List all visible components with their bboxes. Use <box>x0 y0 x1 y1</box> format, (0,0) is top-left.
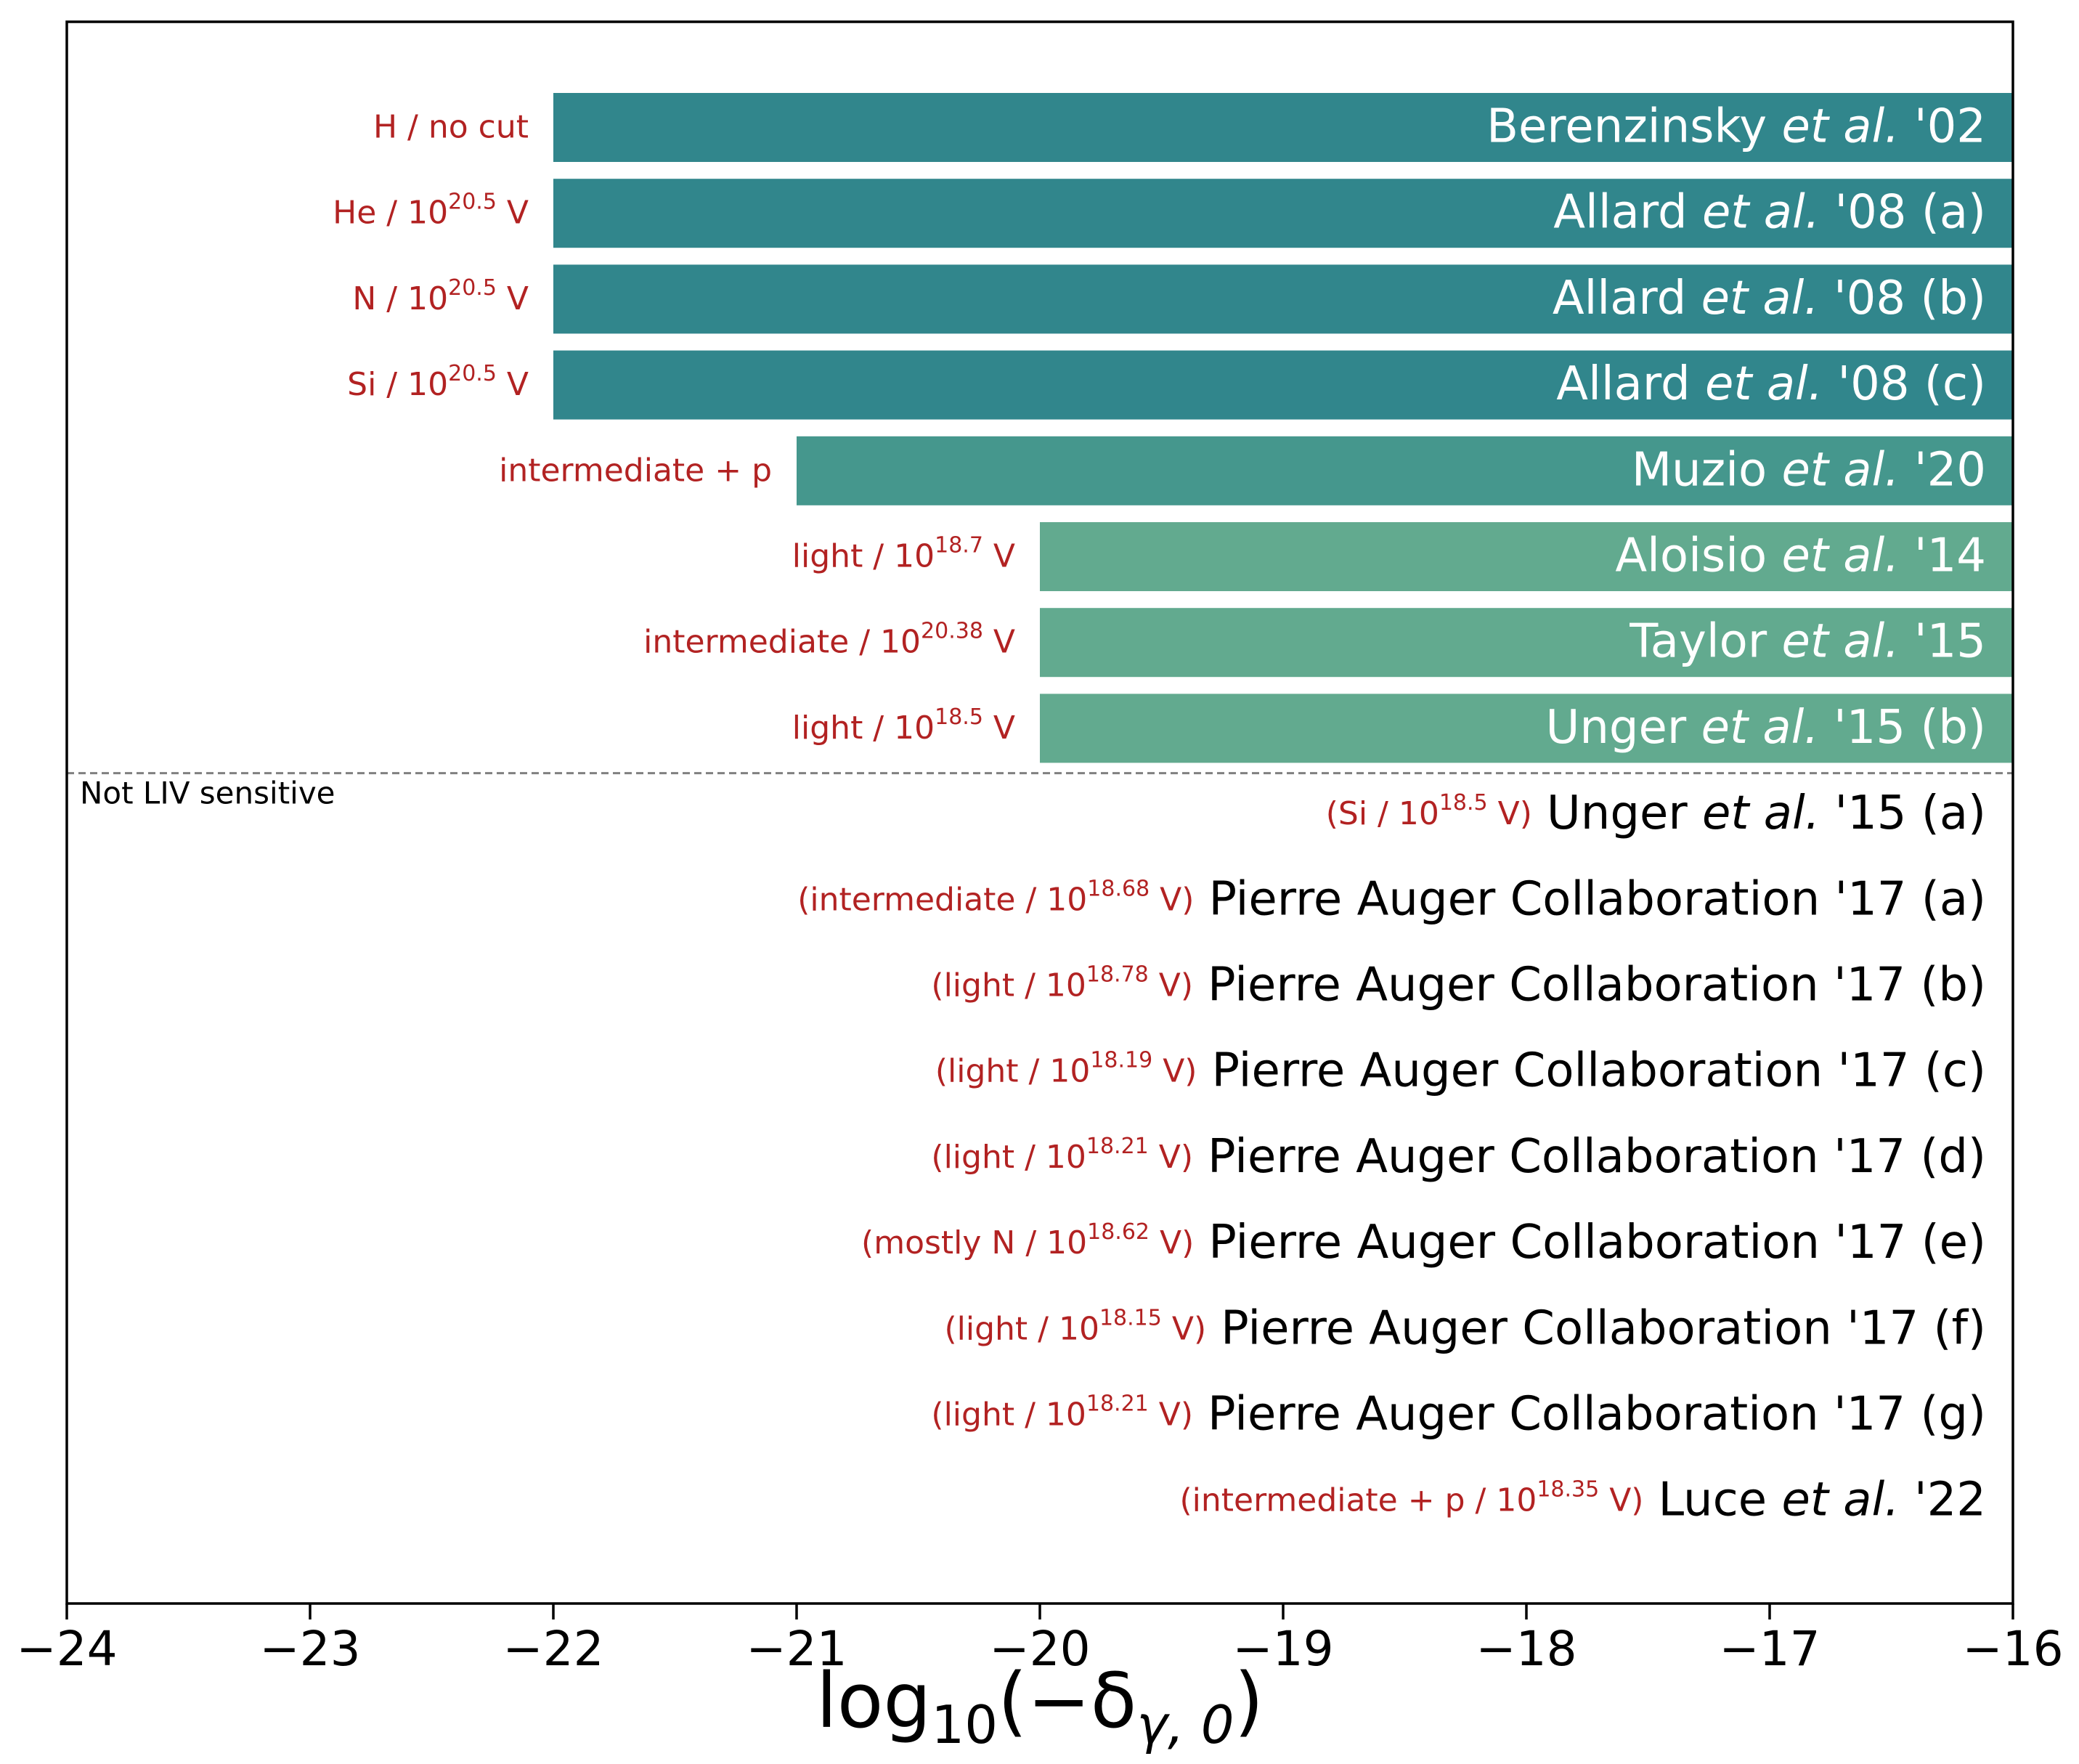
bar-annotation: (light / 1018.21 V) <box>931 1391 1193 1434</box>
bar-annotation: (intermediate / 1018.68 V) <box>797 876 1194 918</box>
bar-label: Unger et al. '15 (b) <box>1546 701 1987 755</box>
chart-row: Unger et al. '15 (a) (Si / 1018.5 V) <box>1326 787 1986 840</box>
chart-row: Pierre Auger Collaboration '17 (g) (light… <box>931 1388 1986 1442</box>
chart-row: Taylor et al. '15 intermediate / 1020.38 … <box>643 608 2013 678</box>
bar-label: Aloisio et al. '14 <box>1615 529 1986 583</box>
bar-label: Allard et al. '08 (c) <box>1556 357 1986 411</box>
chart-row: Unger et al. '15 (b) light / 1018.5 V <box>792 694 2013 763</box>
bar-label: Unger et al. '15 (a) <box>1547 787 1986 840</box>
bar-annotation: intermediate + p <box>499 452 772 489</box>
chart-row: Luce et al. '22 (intermediate + p / 1018.… <box>1179 1474 1986 1527</box>
bar-annotation: (light / 1018.19 V) <box>935 1048 1197 1090</box>
chart-row: Allard et al. '08 (a) He / 1020.5 V <box>333 179 2013 248</box>
chart-row: Berenzinsky et al. '02 H / no cut <box>373 93 2013 162</box>
bar <box>1040 694 2013 763</box>
chart-row: Pierre Auger Collaboration '17 (c) (light… <box>935 1044 1986 1098</box>
bar-annotation: (light / 1018.15 V) <box>945 1305 1207 1347</box>
chart-row: Muzio et al. '20 intermediate + p <box>499 436 2013 505</box>
bar-label: Pierre Auger Collaboration '17 (g) <box>1208 1388 1986 1442</box>
x-tick-label: −20 <box>989 1621 1090 1677</box>
x-tick-label: −17 <box>1719 1621 1820 1677</box>
bar <box>553 350 2013 420</box>
x-tick-label: −23 <box>259 1621 360 1677</box>
x-tick-label: −24 <box>16 1621 117 1677</box>
bar-label: Allard et al. '08 (a) <box>1553 186 1986 240</box>
bar-label: Pierre Auger Collaboration '17 (a) <box>1208 872 1986 926</box>
bar-label: Luce et al. '22 <box>1658 1474 1986 1527</box>
bar-annotation: He / 1020.5 V <box>333 190 529 232</box>
chart-row: Allard et al. '08 (b) N / 1020.5 V <box>352 264 2013 334</box>
separator-label: Not LIV sensitive <box>80 776 335 811</box>
chart-row: Pierre Auger Collaboration '17 (a) (inter… <box>797 872 1986 926</box>
chart-row: Pierre Auger Collaboration '17 (d) (light… <box>931 1130 1986 1184</box>
x-tick-label: −19 <box>1232 1621 1333 1677</box>
chart-row: Pierre Auger Collaboration '17 (e) (mostl… <box>861 1216 1986 1269</box>
chart-row: Aloisio et al. '14 light / 1018.7 V <box>792 522 2013 591</box>
bar-annotation: H / no cut <box>373 109 529 146</box>
bar-label: Taylor et al. '15 <box>1629 615 1986 669</box>
bar-annotation: intermediate / 1020.38 V <box>643 619 1015 661</box>
bar <box>797 436 2013 505</box>
bar-annotation: (intermediate + p / 1018.35 V) <box>1179 1477 1643 1519</box>
bar-annotation: light / 1018.7 V <box>792 533 1015 575</box>
bar <box>553 179 2013 248</box>
bar <box>553 93 2013 162</box>
bar-label: Muzio et al. '20 <box>1632 443 1986 497</box>
bar-annotation: (light / 1018.21 V) <box>931 1134 1193 1176</box>
x-tick-label: −22 <box>503 1621 603 1677</box>
bar-label: Pierre Auger Collaboration '17 (e) <box>1208 1216 1986 1269</box>
bar <box>1040 522 2013 591</box>
bar-label: Berenzinsky et al. '02 <box>1486 100 1986 154</box>
bar-label: Pierre Auger Collaboration '17 (d) <box>1208 1130 1986 1184</box>
bar-annotation: N / 1020.5 V <box>352 275 529 317</box>
bar-label: Pierre Auger Collaboration '17 (c) <box>1211 1044 1986 1098</box>
bar-label: Pierre Auger Collaboration '17 (b) <box>1208 959 1986 1012</box>
bar-annotation: (Si / 1018.5 V) <box>1326 790 1532 832</box>
x-tick-label: −18 <box>1476 1621 1576 1677</box>
chart-row: Pierre Auger Collaboration '17 (b) (light… <box>931 959 1986 1012</box>
bar-label: Pierre Auger Collaboration '17 (f) <box>1221 1301 1986 1355</box>
bar-label: Allard et al. '08 (b) <box>1553 272 1986 325</box>
bar-annotation: (light / 1018.78 V) <box>931 962 1193 1004</box>
x-axis-title: log10(−δγ, 0) <box>816 1657 1264 1755</box>
chart-row: Pierre Auger Collaboration '17 (f) (light… <box>945 1301 1987 1355</box>
bar <box>1040 608 2013 678</box>
bar-annotation: Si / 1020.5 V <box>347 361 529 403</box>
bar-annotation: (mostly N / 1018.62 V) <box>861 1219 1194 1261</box>
x-tick-label: −21 <box>746 1621 847 1677</box>
bar-annotation: light / 1018.5 V <box>792 704 1015 747</box>
x-tick-label: −16 <box>1962 1621 2063 1677</box>
bar <box>553 264 2013 334</box>
chart-row: Allard et al. '08 (c) Si / 1020.5 V <box>347 350 2013 420</box>
